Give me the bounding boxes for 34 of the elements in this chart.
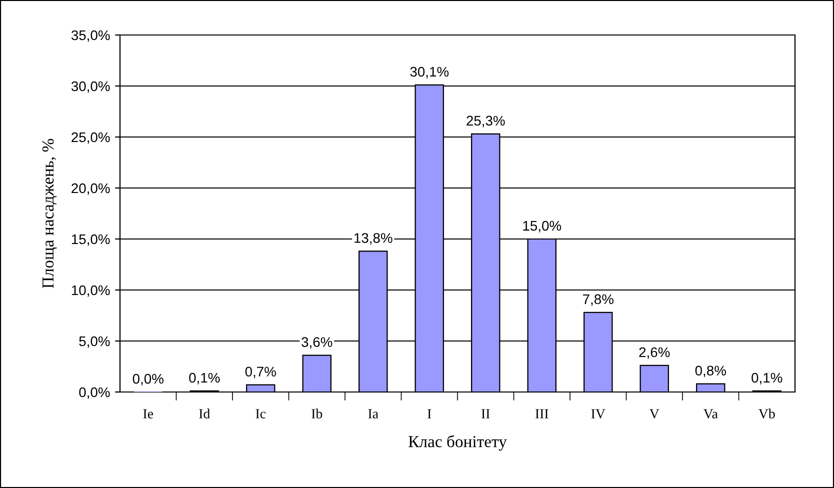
x-tick-label: Id <box>199 408 210 418</box>
x-axis-title: Клас бонітету <box>408 435 507 451</box>
data-label: 0,0% <box>132 374 164 386</box>
y-tick-label: 10,0% <box>72 285 110 297</box>
y-tick-label: 30,0% <box>71 81 110 93</box>
data-label: 15,0% <box>523 220 562 232</box>
x-tick-label: II <box>482 409 490 418</box>
data-label: 25,3% <box>466 116 505 128</box>
x-tick-label: Va <box>703 409 718 419</box>
data-label: 0,1% <box>752 372 782 384</box>
x-tick-label: IV <box>591 409 606 419</box>
y-tick-label: 20,0% <box>72 183 110 195</box>
x-tick-label: Ic <box>256 409 266 418</box>
data-label: 0,1% <box>189 372 220 384</box>
data-label: 0,8% <box>695 366 726 378</box>
data-label: 30,1% <box>410 66 449 78</box>
y-tick-label: 25,0% <box>72 132 110 144</box>
y-tick-label: 5,0% <box>79 336 110 348</box>
data-label: 0,7% <box>245 366 276 378</box>
x-tick-label: V <box>650 409 660 419</box>
data-label: 2,6% <box>639 347 670 359</box>
x-tick-label: Vb <box>758 408 775 419</box>
y-axis-title: Площа насаджень, % <box>42 138 57 288</box>
data-label: 3,6% <box>302 337 332 349</box>
y-tick-label: 0,0% <box>79 387 110 399</box>
data-label: 7,8% <box>583 294 614 306</box>
x-tick-label: III <box>535 409 548 418</box>
x-tick-label: Ia <box>368 409 378 418</box>
data-label: 13,8% <box>354 233 392 245</box>
x-tick-label: I <box>428 409 432 418</box>
x-tick-label: Ie <box>143 409 154 418</box>
y-tick-label: 35,0% <box>71 30 110 42</box>
y-tick-label: 15,0% <box>72 234 110 246</box>
x-tick-label: Ib <box>312 408 322 418</box>
